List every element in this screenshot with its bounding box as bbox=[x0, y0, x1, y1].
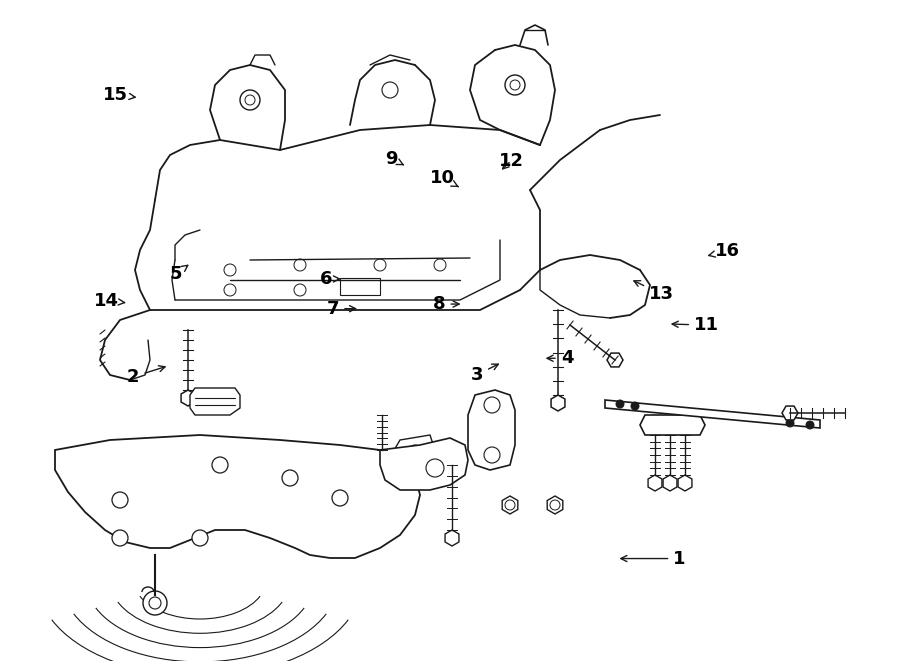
Circle shape bbox=[374, 259, 386, 271]
Text: 8: 8 bbox=[433, 295, 459, 313]
Text: 4: 4 bbox=[547, 349, 573, 368]
Circle shape bbox=[505, 75, 525, 95]
Circle shape bbox=[505, 500, 515, 510]
Polygon shape bbox=[607, 353, 623, 367]
Text: 3: 3 bbox=[471, 364, 499, 384]
Polygon shape bbox=[55, 435, 420, 558]
Circle shape bbox=[408, 445, 422, 459]
Circle shape bbox=[806, 421, 814, 429]
Polygon shape bbox=[648, 475, 662, 491]
Text: 2: 2 bbox=[127, 366, 165, 386]
Text: 1: 1 bbox=[621, 549, 686, 568]
Text: 16: 16 bbox=[708, 242, 740, 260]
Text: 11: 11 bbox=[672, 316, 719, 334]
Circle shape bbox=[240, 90, 260, 110]
Circle shape bbox=[484, 447, 500, 463]
Polygon shape bbox=[190, 388, 240, 415]
Text: 14: 14 bbox=[94, 292, 125, 310]
Circle shape bbox=[143, 591, 167, 615]
Text: 7: 7 bbox=[327, 299, 356, 318]
Text: 15: 15 bbox=[103, 85, 135, 104]
Circle shape bbox=[786, 419, 794, 427]
Circle shape bbox=[426, 459, 444, 477]
Circle shape bbox=[294, 259, 306, 271]
Circle shape bbox=[294, 284, 306, 296]
Circle shape bbox=[332, 490, 348, 506]
Circle shape bbox=[224, 284, 236, 296]
Circle shape bbox=[212, 457, 228, 473]
Circle shape bbox=[112, 530, 128, 546]
Text: 13: 13 bbox=[634, 281, 674, 303]
Circle shape bbox=[149, 597, 161, 609]
Polygon shape bbox=[663, 475, 677, 491]
Polygon shape bbox=[340, 278, 380, 295]
Polygon shape bbox=[605, 400, 820, 428]
Text: 12: 12 bbox=[499, 151, 524, 170]
Polygon shape bbox=[502, 496, 518, 514]
Circle shape bbox=[382, 82, 398, 98]
Text: 5: 5 bbox=[169, 265, 188, 284]
Polygon shape bbox=[393, 435, 435, 465]
Circle shape bbox=[550, 500, 560, 510]
Polygon shape bbox=[551, 395, 565, 411]
Circle shape bbox=[245, 95, 255, 105]
Text: 10: 10 bbox=[430, 169, 458, 188]
Polygon shape bbox=[640, 415, 705, 435]
Polygon shape bbox=[375, 450, 389, 466]
Circle shape bbox=[484, 397, 500, 413]
Circle shape bbox=[510, 80, 520, 90]
Circle shape bbox=[616, 400, 624, 408]
Polygon shape bbox=[782, 406, 798, 420]
Polygon shape bbox=[547, 496, 562, 514]
Polygon shape bbox=[181, 390, 195, 406]
Circle shape bbox=[434, 259, 446, 271]
Circle shape bbox=[192, 530, 208, 546]
Polygon shape bbox=[446, 530, 459, 546]
Circle shape bbox=[631, 402, 639, 410]
Circle shape bbox=[112, 492, 128, 508]
Circle shape bbox=[282, 470, 298, 486]
Polygon shape bbox=[380, 438, 468, 490]
Circle shape bbox=[224, 264, 236, 276]
Polygon shape bbox=[678, 475, 692, 491]
Text: 9: 9 bbox=[385, 149, 403, 168]
Polygon shape bbox=[468, 390, 515, 470]
Text: 6: 6 bbox=[320, 270, 339, 288]
